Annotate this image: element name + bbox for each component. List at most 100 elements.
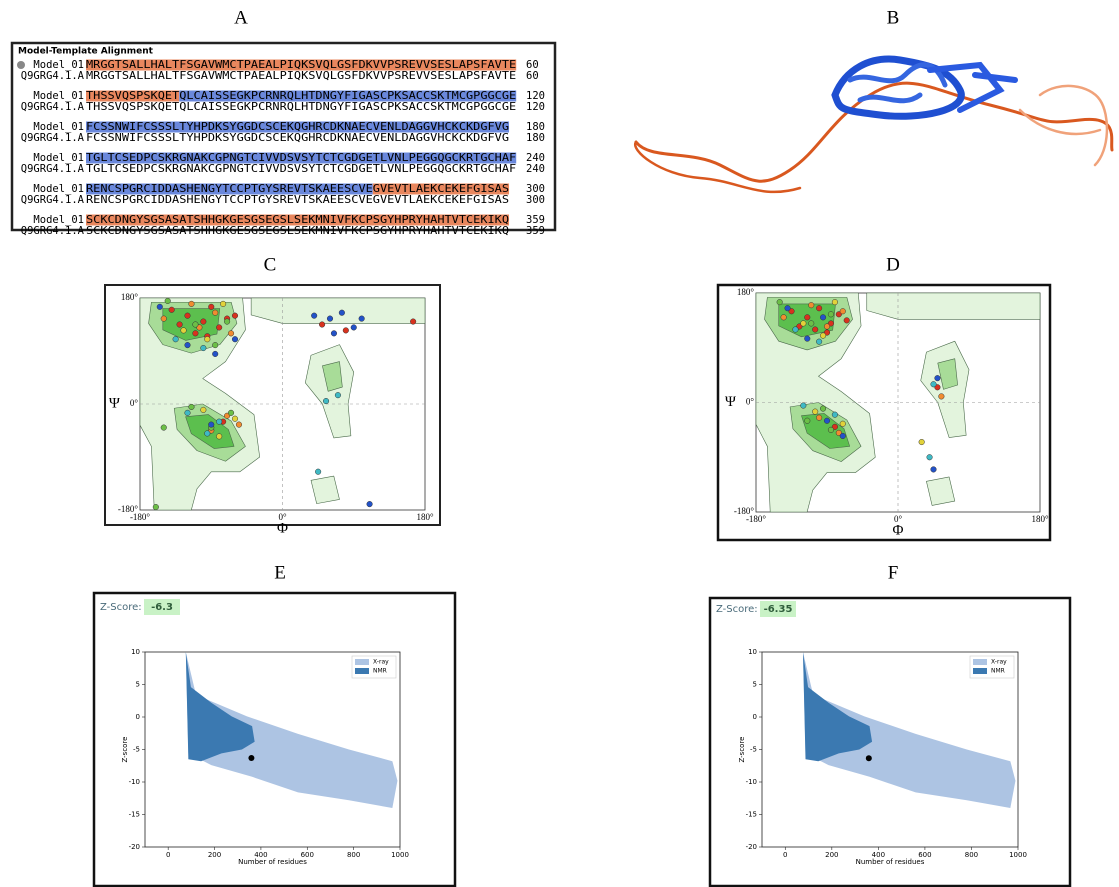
template-name: Q9GRG4.1.A xyxy=(21,163,85,175)
y-tick-label: -15 xyxy=(129,811,140,819)
residue-point xyxy=(410,319,416,325)
y-tick-label: 5 xyxy=(136,681,140,689)
residue-point xyxy=(327,316,333,322)
x-axis-label: Number of residues xyxy=(856,858,925,866)
legend-label: X-ray xyxy=(991,659,1007,666)
residue-point xyxy=(212,310,218,316)
template-name: Q9GRG4.1.A xyxy=(21,70,85,82)
residue-point xyxy=(828,427,834,433)
gear-icon xyxy=(17,61,25,69)
template-name: Q9GRG4.1.A xyxy=(21,194,85,206)
residue-point xyxy=(919,439,925,445)
residue-point xyxy=(343,328,349,334)
y-tick-label: 10 xyxy=(131,648,140,656)
residue-point xyxy=(323,398,329,404)
x-axis-label: Φ xyxy=(893,522,904,538)
x-tick-label: 0 xyxy=(783,851,787,859)
residue-point xyxy=(939,394,945,400)
residue-point xyxy=(216,325,222,331)
residue-point xyxy=(840,308,846,314)
template-sequence: FCSSNWIFCSSSLTYHPDKSYGGDCSCEKQGHRCDKNAEC… xyxy=(86,132,509,144)
residue-point xyxy=(816,339,822,345)
residue-point xyxy=(820,406,826,412)
y-tick-label: 180° xyxy=(737,287,755,297)
residue-point xyxy=(153,504,159,510)
panel-label: D xyxy=(886,254,900,275)
legend-label: X-ray xyxy=(373,659,389,666)
template-end: 359 xyxy=(526,225,545,237)
residue-point xyxy=(232,336,238,342)
y-tick-label: -20 xyxy=(129,843,140,851)
residue-point xyxy=(201,345,207,351)
residue-point xyxy=(335,392,341,398)
residue-point xyxy=(216,434,222,440)
panel-label: F xyxy=(888,562,899,583)
residue-point xyxy=(236,422,242,428)
zscore-value: -6.35 xyxy=(764,604,793,615)
residue-point xyxy=(844,318,850,324)
residue-point xyxy=(927,454,933,460)
template-name: Q9GRG4.1.A xyxy=(21,132,85,144)
template-end: 60 xyxy=(526,70,539,82)
zscore-label: Z-Score: xyxy=(100,602,142,613)
residue-point xyxy=(828,311,834,317)
residue-point xyxy=(935,375,941,381)
y-tick-label: -180° xyxy=(734,506,754,516)
residue-point xyxy=(793,327,799,333)
y-tick-label: -15 xyxy=(746,811,757,819)
residue-point xyxy=(931,381,937,387)
y-axis-label: Z-score xyxy=(121,736,129,762)
legend-swatch xyxy=(973,668,987,674)
y-tick-label: 0 xyxy=(136,713,140,721)
residue-point xyxy=(189,301,195,307)
y-tick-label: 180° xyxy=(121,292,139,302)
residue-point xyxy=(311,313,317,319)
residue-point xyxy=(173,336,179,342)
template-name: Q9GRG4.1.A xyxy=(21,101,85,113)
residue-point xyxy=(339,310,345,316)
residue-point xyxy=(193,322,199,328)
residue-point xyxy=(824,324,830,330)
residue-point xyxy=(824,418,830,424)
y-tick-label: -20 xyxy=(746,843,757,851)
y-tick-label: 5 xyxy=(753,681,757,689)
residue-point xyxy=(801,321,807,327)
y-tick-label: -5 xyxy=(133,746,140,754)
residue-point xyxy=(832,299,838,305)
residue-point xyxy=(820,333,826,339)
residue-point xyxy=(777,299,783,305)
legend-swatch xyxy=(355,668,369,674)
residue-point xyxy=(181,328,187,334)
residue-point xyxy=(801,403,807,409)
residue-point xyxy=(228,410,234,416)
template-end: 300 xyxy=(526,194,545,206)
figure: A B C D E F Model-Template Alignment Mod… xyxy=(0,0,1119,887)
x-tick-label: 800 xyxy=(965,851,978,859)
legend-swatch xyxy=(355,659,369,665)
template-sequence: SCKCDNGYSGSASATSHHGKGESGSEGSLSEKMNIVFKCP… xyxy=(86,225,509,237)
residue-point xyxy=(816,305,822,311)
x-axis-label: Φ xyxy=(277,520,288,536)
zscore-label: Z-Score: xyxy=(716,604,758,615)
panel-label: C xyxy=(264,254,277,275)
residue-point xyxy=(177,322,183,328)
residue-point xyxy=(820,315,826,321)
residue-point xyxy=(931,467,937,473)
residue-point xyxy=(812,327,818,333)
legend-label: NMR xyxy=(991,668,1005,675)
residue-point xyxy=(808,321,814,327)
template-end: 240 xyxy=(526,163,545,175)
panel-label: A xyxy=(234,7,248,28)
residue-point xyxy=(161,316,167,322)
residue-point xyxy=(161,425,167,431)
residue-point xyxy=(808,302,814,308)
template-sequence: THSSVQSPSKQETQLCAISSEGKPCRNRQLHTDNGYFIGA… xyxy=(86,101,516,113)
residue-point xyxy=(232,416,238,422)
residue-point xyxy=(832,412,838,418)
panel-label: B xyxy=(887,7,900,28)
residue-point xyxy=(212,342,218,348)
residue-point xyxy=(816,415,822,421)
y-tick-label: -10 xyxy=(129,778,140,786)
template-end: 120 xyxy=(526,101,545,113)
residue-point xyxy=(193,331,199,337)
